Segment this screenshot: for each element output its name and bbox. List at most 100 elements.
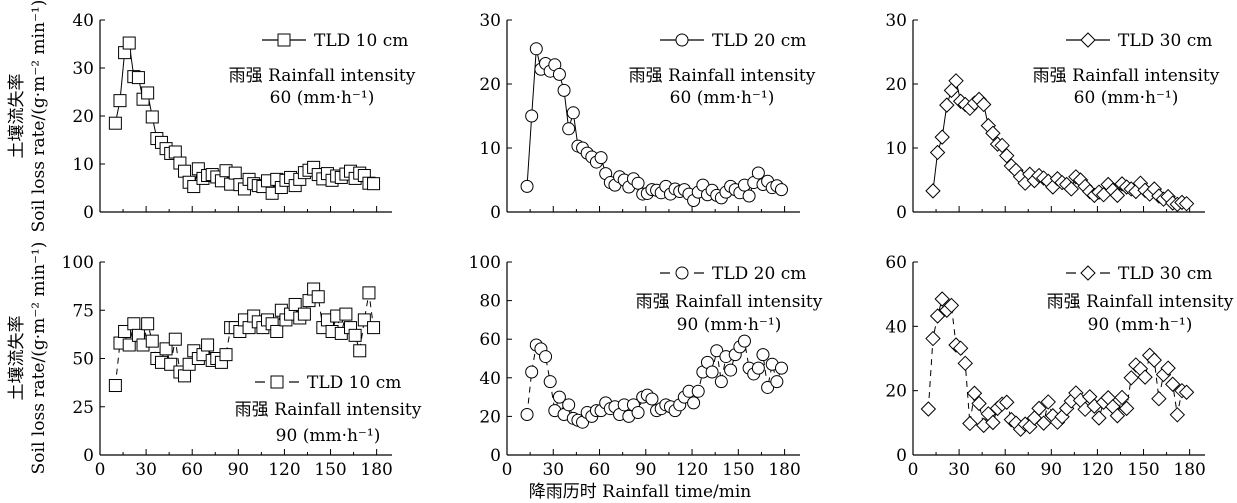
data-point — [1160, 360, 1176, 376]
data-point — [543, 375, 557, 389]
data-point — [934, 129, 950, 145]
data-point — [948, 73, 964, 89]
y-tick-label: 60 — [479, 330, 501, 350]
data-point — [525, 109, 539, 123]
data-point — [1118, 400, 1135, 417]
data-point — [957, 355, 973, 372]
x-axis-label: 降雨历时 Rainfall time/min — [529, 482, 752, 502]
panel-1-0: 0 25 50 75 100 0 30 60 90 120 150 180 TLD 10 cm 雨强 Ra… — [62, 253, 422, 480]
data-point — [1040, 394, 1056, 410]
data-point — [1151, 391, 1167, 407]
data-point — [228, 166, 242, 180]
data-point — [113, 94, 127, 108]
legend-marker — [1080, 32, 1096, 48]
x-tick-label: 150 — [722, 460, 754, 480]
x-tick-label: 60 — [589, 460, 611, 480]
legend-marker — [270, 375, 284, 389]
legend-label: TLD 20 cm — [712, 31, 806, 51]
data-point — [219, 348, 233, 362]
rainfall-intensity-value: 90 (mm·h⁻¹) — [276, 426, 381, 446]
data-point — [939, 97, 955, 113]
data-point — [557, 83, 571, 97]
y-label-en: Soil loss rate/(g·m⁻² min⁻¹) — [29, 242, 49, 475]
data-point — [1109, 408, 1126, 424]
x-tick-label: 120 — [676, 460, 708, 480]
panel-0-2: 0 10 20 30 TLD 30 cm 雨强 Rainfall intensity60 … — [885, 11, 1219, 223]
data-point — [178, 369, 192, 383]
data-point — [1063, 181, 1080, 197]
rainfall-intensity-value: 60 (mm·h⁻¹) — [1074, 88, 1179, 108]
data-point — [714, 375, 728, 389]
data-point — [929, 144, 946, 161]
data-point — [985, 125, 1001, 141]
y-tick-label: 25 — [72, 398, 94, 418]
legend-label: TLD 10 cm — [314, 31, 408, 51]
y-tick-label: 10 — [885, 139, 907, 159]
legend-marker — [675, 266, 689, 280]
y-tick-label: 0 — [896, 203, 907, 223]
legend: TLD 10 cm 雨强 Rainfall intensity 90 (mm·h⁻¹… — [235, 373, 422, 446]
legend-label: TLD 10 cm — [307, 373, 401, 393]
y-tick-label: 75 — [72, 301, 94, 321]
data-point — [1169, 407, 1186, 423]
data-point — [705, 365, 719, 379]
data-point — [929, 308, 946, 324]
x-tick-label: 30 — [542, 460, 564, 480]
rainfall-intensity-value: 60 (mm·h⁻¹) — [670, 88, 775, 108]
x-tick-label: 150 — [1127, 460, 1159, 480]
y-label-zh: 土壤流失率 — [6, 316, 27, 401]
rainfall-intensity-value: 90 (mm·h⁻¹) — [1088, 315, 1193, 335]
data-point — [594, 151, 608, 165]
legend-marker — [1080, 265, 1096, 281]
data-point — [367, 321, 381, 335]
x-tick-label: 90 — [1040, 460, 1062, 480]
legend-label: TLD 20 cm — [712, 264, 806, 284]
y-tick-label: 20 — [479, 407, 501, 427]
data-point — [994, 137, 1010, 154]
panel-0-0: 0 10 20 30 40 TLD 10 cm 雨强 Rainfall intensity6… — [72, 11, 415, 223]
y-label-zh: 土壤流失率 — [6, 74, 27, 159]
data-point — [742, 189, 756, 203]
data-point — [756, 348, 770, 362]
y-tick-label: 20 — [885, 75, 907, 95]
rainfall-intensity-value: 90 (mm·h⁻¹) — [677, 315, 782, 335]
x-tick-label: 120 — [1081, 460, 1113, 480]
data-point — [145, 110, 159, 124]
data-point — [925, 330, 941, 347]
x-tick-label: 180 — [768, 460, 800, 480]
data-point — [774, 361, 788, 375]
y-tick-label: 50 — [72, 350, 94, 370]
x-tick-label: 180 — [360, 460, 392, 480]
y-tick-label: 0 — [490, 446, 501, 466]
data-point — [520, 407, 534, 421]
data-point — [724, 363, 738, 377]
y-axis-label-top: 土壤流失率 Soil loss rate/(g·m⁻² min⁻¹) — [6, 0, 49, 232]
data-point — [297, 307, 311, 321]
y-tick-label: 80 — [479, 292, 501, 312]
data-point — [168, 332, 182, 346]
y-tick-label: 0 — [490, 203, 501, 223]
data-point — [562, 122, 576, 136]
y-tick-label: 60 — [885, 253, 907, 273]
rainfall-intensity-label: 雨强 Rainfall intensity — [235, 400, 422, 420]
data-point — [645, 392, 659, 406]
data-point — [108, 379, 122, 393]
y-tick-label: 40 — [885, 317, 907, 337]
data-point — [971, 395, 987, 412]
data-point — [737, 334, 751, 348]
data-point — [774, 183, 788, 197]
y-tick-label: 0 — [896, 446, 907, 466]
x-tick-label: 60 — [181, 460, 203, 480]
data-point — [552, 67, 566, 81]
data-point — [178, 164, 192, 178]
data-point — [122, 36, 136, 50]
data-point — [168, 145, 182, 159]
data-point — [1091, 410, 1107, 426]
data-point — [934, 291, 950, 307]
data-point — [566, 106, 580, 120]
y-tick-label: 40 — [479, 369, 501, 389]
legend: TLD 30 cm 雨强 Rainfall intensity 90 (mm·h⁻¹… — [1047, 264, 1234, 335]
x-tick-label: 30 — [948, 460, 970, 480]
data-point — [751, 361, 765, 375]
